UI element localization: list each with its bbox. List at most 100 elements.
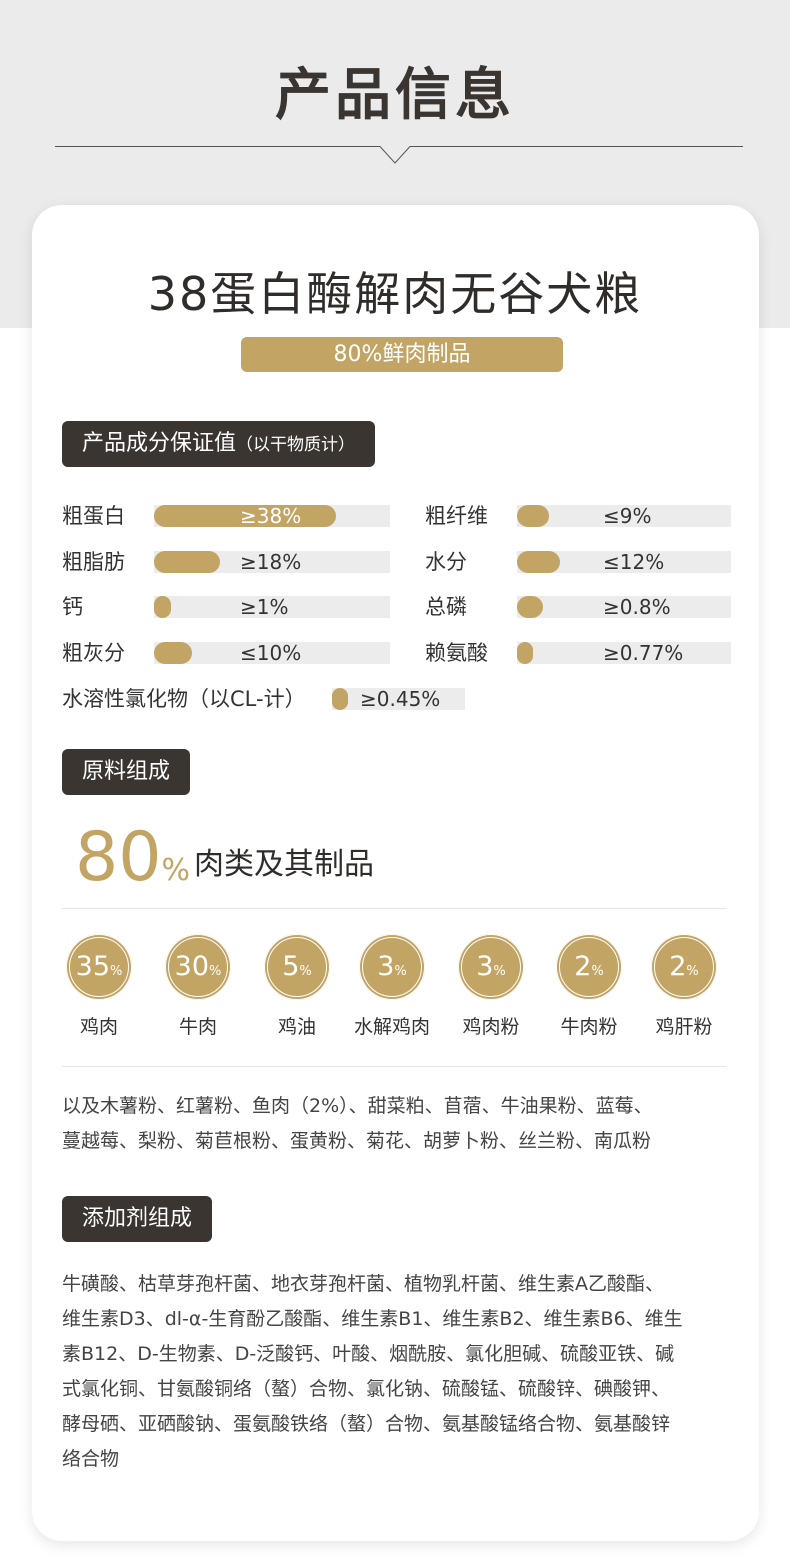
nutrient-label: 水分 [425, 550, 467, 574]
additives-line: 素B12、D-生物素、D-泛酸钙、叶酸、烟酰胺、氯化胆碱、硫酸亚铁、碱 [62, 1343, 675, 1365]
tagline-badge: 80%鲜肉制品 [241, 337, 563, 372]
nutrient-value: ≤9% [603, 504, 652, 528]
ingredient-percent-unit: % [493, 964, 506, 979]
ingredient-item: 30% 牛肉 [143, 934, 253, 1039]
nutrient-bar: ≥18% [154, 551, 390, 573]
nutrient-bar-fill [154, 551, 220, 573]
nutrient-bar-fill [517, 596, 543, 618]
section-heading-additives: 添加剂组成 [62, 1196, 213, 1242]
nutrient-bar: ≥0.8% [517, 596, 731, 618]
nutrient-label: 粗灰分 [62, 641, 125, 665]
nutrient-value: ≥38% [240, 504, 302, 528]
ingredient-item: 5% 鸡油 [242, 934, 352, 1039]
other-ingredients: 以及木薯粉、红薯粉、鱼肉（2%）、甜菜粕、苜蓿、牛油果粉、蓝莓、 蔓越莓、梨粉、… [62, 1089, 730, 1159]
ingredient-label: 水解鸡肉 [353, 1016, 430, 1038]
ingredient-label: 牛肉粉 [560, 1016, 618, 1038]
page-title: 产品信息 [275, 63, 515, 128]
divider [62, 1066, 727, 1067]
nutrient-label: 赖氨酸 [425, 641, 488, 665]
nutrient-bar-fill [517, 551, 560, 573]
nutrient-label: 粗纤维 [425, 504, 488, 528]
nutrient-label: 水溶性氯化物（以CL-计） [62, 687, 306, 711]
additives-line: 式氯化铜、甘氨酸铜络（螯）合物、氯化钠、硫酸锰、硫酸锌、碘酸钾、 [62, 1378, 671, 1400]
product-name: 38蛋白酶解肉无谷犬粮 [147, 267, 643, 321]
ingredient-label: 牛肉 [178, 1016, 217, 1038]
meat-percent-unit: % [161, 853, 191, 888]
section-heading-ingredients: 原料组成 [62, 749, 191, 795]
ingredient-percent-value: 35 [75, 951, 110, 982]
additives-line: 络合物 [62, 1448, 120, 1470]
ingredient-percent-badge: 3% [359, 934, 425, 1000]
additives-line: 酵母硒、亚硒酸钠、蛋氨酸铁络（螯）合物、氨基酸锰络合物、氨基酸锌 [62, 1413, 671, 1435]
ingredient-label: 鸡肉 [79, 1016, 118, 1038]
nutrient-bar: ≤12% [517, 551, 731, 573]
ingredient-percent-value: 2 [669, 951, 687, 982]
ingredient-percent-value: 30 [174, 951, 209, 982]
ingredient-percent-badge: 2% [556, 934, 622, 1000]
nutrient-value: ≤10% [240, 641, 302, 665]
additives-line: 维生素D3、dl-α-生育酚乙酸酯、维生素B1、维生素B2、维生素B6、维生 [62, 1308, 683, 1330]
ingredient-item: 2% 牛肉粉 [534, 934, 644, 1039]
ingredient-percent-value: 2 [574, 951, 592, 982]
ingredient-percent: 35% [66, 934, 132, 1000]
ingredient-percent: 5% [264, 934, 330, 1000]
nutrient-value: ≥0.45% [360, 687, 441, 711]
nutrient-label: 粗脂肪 [62, 550, 125, 574]
ingredient-percent: 30% [165, 934, 231, 1000]
ingredient-percent: 3% [359, 934, 425, 1000]
nutrient-value: ≥1% [240, 595, 289, 619]
ingredient-percent-unit: % [299, 964, 312, 979]
ingredient-percent-value: 3 [377, 951, 395, 982]
ingredient-percent-badge: 5% [264, 934, 330, 1000]
section-heading-nutrition: 产品成分保证值（以干物质计） [62, 421, 376, 467]
additives-list: 牛磺酸、枯草芽孢杆菌、地衣芽孢杆菌、植物乳杆菌、维生素A乙酸酯、 维生素D3、d… [62, 1267, 730, 1477]
ingredient-item: 3% 鸡肉粉 [436, 934, 546, 1039]
ingredient-percent: 2% [651, 934, 717, 1000]
ingredient-percent-unit: % [110, 964, 123, 979]
nutrient-label: 钙 [62, 595, 83, 619]
ingredient-item: 35% 鸡肉 [44, 934, 154, 1039]
nutrient-bar: ≥0.45% [332, 688, 465, 710]
ingredient-percent: 3% [458, 934, 524, 1000]
nutrition-heading-text: 产品成分保证值 [82, 431, 237, 456]
nutrient-value: ≥0.77% [603, 641, 684, 665]
other-ingredients-line: 蔓越莓、梨粉、菊苣根粉、蛋黄粉、菊花、胡萝卜粉、丝兰粉、南瓜粉 [62, 1130, 652, 1152]
nutrient-bar: ≤9% [517, 505, 731, 527]
ingredient-percent-value: 3 [476, 951, 494, 982]
ingredient-percent: 2% [556, 934, 622, 1000]
ingredient-item: 3% 水解鸡肉 [337, 934, 447, 1039]
nutrient-label: 粗蛋白 [62, 504, 125, 528]
ingredient-percent-badge: 30% [165, 934, 231, 1000]
ingredient-percent-badge: 3% [458, 934, 524, 1000]
ingredient-percent-unit: % [686, 964, 699, 979]
nutrient-bar: ≥0.77% [517, 642, 731, 664]
ingredient-percent-badge: 35% [66, 934, 132, 1000]
additives-line: 牛磺酸、枯草芽孢杆菌、地衣芽孢杆菌、植物乳杆菌、维生素A乙酸酯、 [62, 1273, 664, 1295]
nutrient-bar-fill [517, 505, 549, 527]
nutrient-value: ≥18% [240, 550, 302, 574]
meat-percent: 80% [75, 818, 190, 911]
nutrient-label: 总磷 [425, 595, 467, 619]
nutrient-bar-fill [154, 596, 171, 618]
ingredient-percent-unit: % [591, 964, 604, 979]
ingredient-label: 鸡肝粉 [655, 1016, 713, 1038]
nutrient-value: ≥0.8% [603, 595, 671, 619]
divider [62, 908, 727, 909]
nutrient-bar: ≥1% [154, 596, 390, 618]
nutrient-bar: ≥38% [154, 505, 390, 527]
ingredient-percent-unit: % [394, 964, 407, 979]
ingredient-percent-value: 5 [282, 951, 300, 982]
ingredient-percent-unit: % [209, 964, 222, 979]
nutrient-value: ≤12% [603, 550, 665, 574]
meat-description: 肉类及其制品 [194, 847, 374, 882]
nutrient-bar-fill [154, 642, 192, 664]
ingredient-item: 2% 鸡肝粉 [629, 934, 739, 1039]
meat-percent-value: 80 [75, 818, 162, 897]
ingredient-label: 鸡油 [277, 1016, 316, 1038]
ingredient-label: 鸡肉粉 [462, 1016, 520, 1038]
nutrition-heading-note: （以干物质计） [236, 435, 356, 455]
ingredient-percent-badge: 2% [651, 934, 717, 1000]
other-ingredients-line: 以及木薯粉、红薯粉、鱼肉（2%）、甜菜粕、苜蓿、牛油果粉、蓝莓、 [62, 1095, 653, 1117]
nutrient-bar-fill [517, 642, 533, 664]
nutrient-bar-fill [154, 505, 336, 527]
